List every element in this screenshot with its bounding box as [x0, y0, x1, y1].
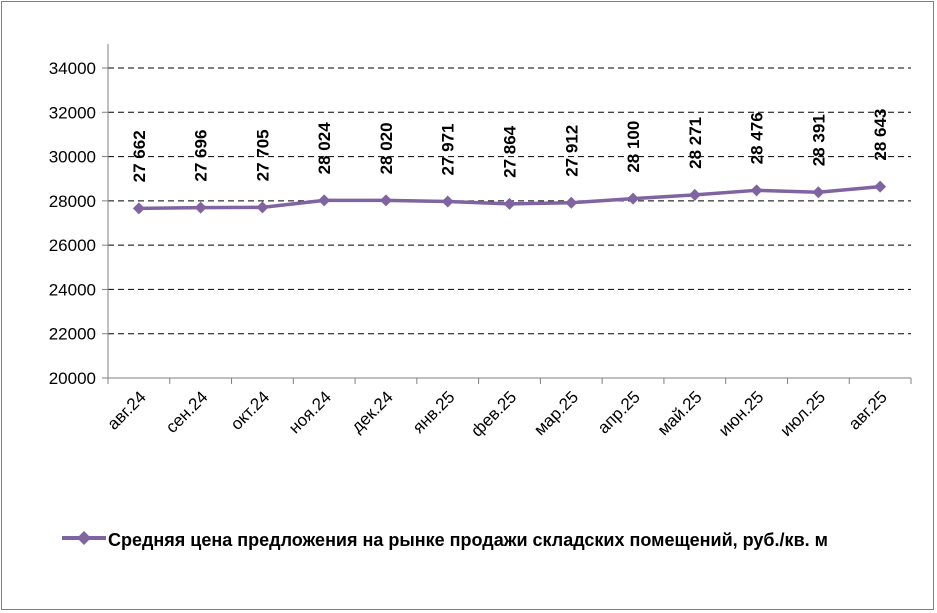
- x-tick-label: окт.24: [227, 387, 273, 433]
- y-tick-label: 28000: [49, 192, 96, 211]
- data-label: 28 100: [624, 121, 643, 173]
- data-label: 28 271: [686, 117, 705, 169]
- x-tick-label: апр.25: [594, 387, 644, 437]
- x-tick-label: июл.25: [777, 387, 830, 440]
- x-tick-label: авг.24: [104, 387, 150, 433]
- data-point-marker: [441, 195, 454, 208]
- y-tick-label: 26000: [49, 236, 96, 255]
- data-point-marker: [318, 194, 331, 207]
- x-tick-label: сен.24: [162, 387, 211, 436]
- x-tick-label: ноя.24: [285, 387, 335, 437]
- y-tick-label: 22000: [49, 325, 96, 344]
- data-labels: 27 662 27 696 27 705 28 024 28 020 27 971 27 8…: [130, 109, 890, 183]
- data-label: 27 662: [130, 130, 149, 182]
- x-axis-tick-labels: авг.24 сен.24 окт.24 ноя.24 дек.24 янв.25 фев.…: [104, 387, 891, 440]
- data-point-marker: [750, 184, 763, 197]
- data-point-marker: [627, 192, 640, 205]
- data-label: 27 971: [439, 123, 458, 175]
- data-label: 27 864: [501, 125, 520, 178]
- data-point-marker: [379, 194, 392, 207]
- x-tick-label: мар.25: [530, 387, 582, 439]
- data-label: 28 024: [315, 122, 334, 175]
- data-point-marker: [503, 197, 516, 210]
- data-point-marker: [132, 202, 145, 215]
- x-tick-label: дек.24: [348, 387, 397, 436]
- data-label: 27 696: [192, 130, 211, 182]
- y-tick-label: 32000: [49, 103, 96, 122]
- data-point-marker: [256, 201, 269, 214]
- x-tick-label: июн.25: [715, 387, 768, 440]
- legend-marker-icon: [62, 531, 106, 545]
- y-axis-tick-labels: 20000 22000 24000 26000 28000 30000 32000 34000: [49, 59, 96, 388]
- data-point-marker: [565, 196, 578, 209]
- data-label: 28 020: [377, 122, 396, 174]
- data-label: 27 912: [562, 125, 581, 177]
- data-point-marker: [874, 180, 887, 193]
- y-tick-label: 20000: [49, 369, 96, 388]
- y-tick-label: 24000: [49, 280, 96, 299]
- data-label: 28 476: [748, 112, 767, 164]
- legend-label: Средняя цена предложения на рынке продаж…: [108, 530, 828, 550]
- x-tick-label: авг.25: [845, 387, 891, 433]
- y-tick-label: 34000: [49, 59, 96, 78]
- x-tick-label: май.25: [654, 387, 706, 439]
- y-tick-label: 30000: [49, 148, 96, 167]
- x-tick-label: янв.25: [409, 387, 459, 437]
- data-point-marker: [194, 201, 207, 214]
- gridlines: [108, 67, 911, 335]
- axes: [102, 44, 912, 384]
- x-tick-label: фев.25: [467, 387, 520, 440]
- data-point-marker: [812, 186, 825, 199]
- data-point-marker: [688, 188, 701, 201]
- data-label: 28 391: [809, 114, 828, 166]
- data-label: 27 705: [253, 129, 272, 181]
- legend: Средняя цена предложения на рынке продаж…: [60, 526, 910, 554]
- data-label: 28 643: [871, 109, 890, 161]
- series-line: [132, 180, 887, 215]
